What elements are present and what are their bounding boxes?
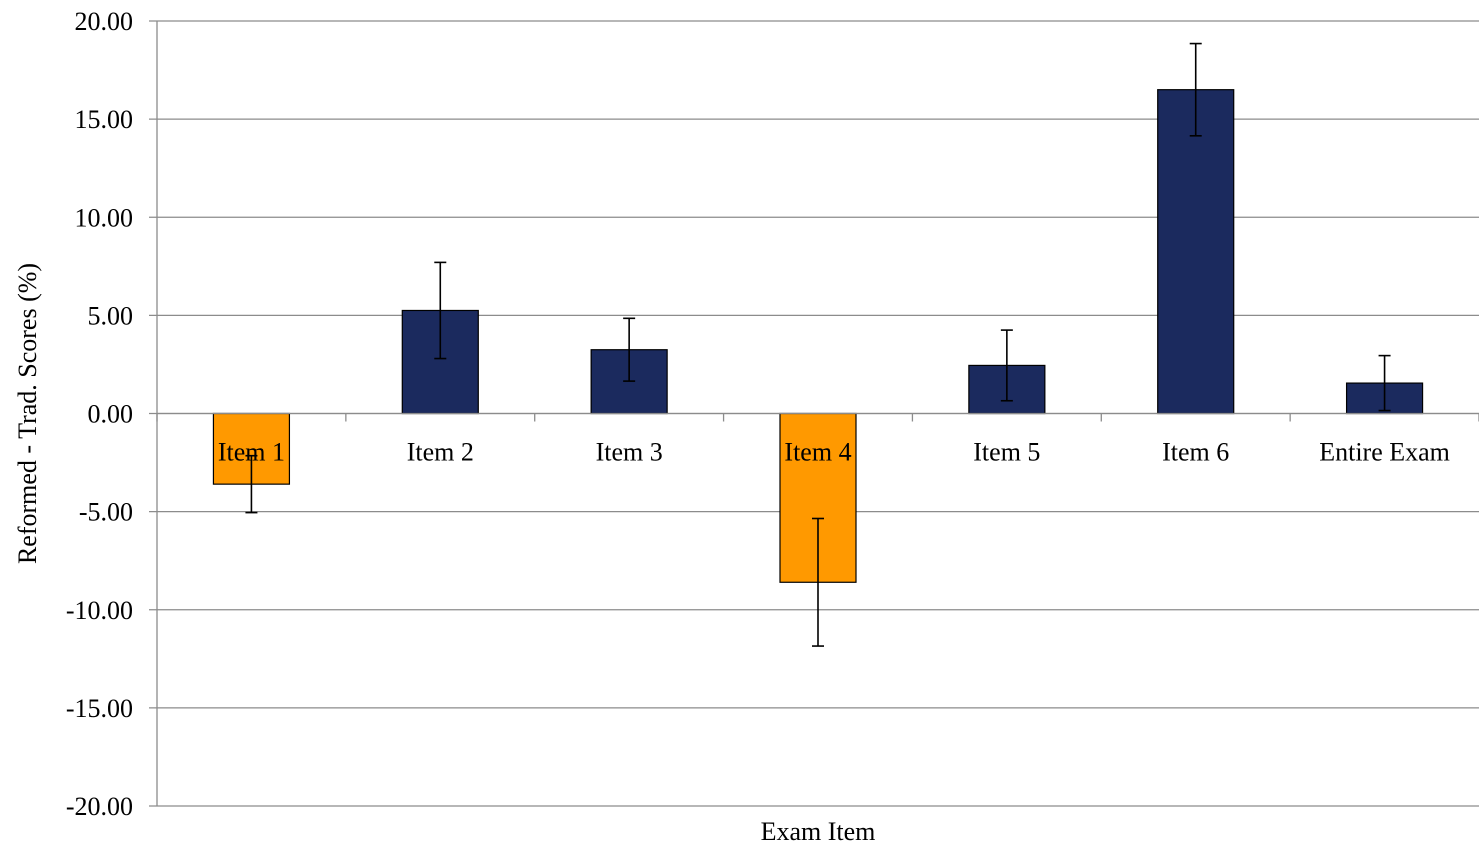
error-bar bbox=[623, 317, 636, 382]
category-labels: Item 1 Item 2 Item 3 Item 4 Item 5 Item 6 Enti… bbox=[218, 438, 1450, 467]
y-tick-label: 20.00 bbox=[75, 7, 134, 36]
bars bbox=[212, 89, 1424, 583]
category-label: Item 6 bbox=[1162, 438, 1229, 467]
error-bar bbox=[245, 454, 258, 514]
category-label: Item 4 bbox=[784, 438, 851, 467]
y-tick-label: 0.00 bbox=[88, 400, 134, 429]
y-tick-label: -10.00 bbox=[66, 596, 133, 625]
category-label: Entire Exam bbox=[1319, 438, 1450, 467]
y-tick-label: -5.00 bbox=[79, 498, 133, 527]
category-label: Item 1 bbox=[218, 438, 285, 467]
x-axis bbox=[156, 412, 1479, 422]
error-bar bbox=[812, 517, 824, 647]
y-tick-label: 10.00 bbox=[75, 203, 134, 232]
category-label: Item 5 bbox=[973, 438, 1040, 467]
category-label: Item 2 bbox=[407, 438, 474, 467]
x-axis-title: Exam Item bbox=[761, 817, 876, 846]
error-bars bbox=[245, 42, 1391, 647]
y-tick-label: -15.00 bbox=[66, 694, 133, 723]
y-axis-tick-labels: 20.00 15.00 10.00 5.00 0.00 -5.00 -10.00 -15.00… bbox=[66, 7, 133, 821]
error-bar bbox=[1378, 354, 1391, 412]
y-axis-title: Reformed - Trad. Scores (%) bbox=[13, 263, 42, 564]
y-tick-label: 15.00 bbox=[75, 105, 134, 134]
error-bar bbox=[434, 261, 447, 360]
error-bar bbox=[1189, 42, 1202, 137]
y-tick-label: 5.00 bbox=[88, 301, 134, 330]
bar bbox=[1157, 89, 1235, 415]
y-tick-label: -20.00 bbox=[66, 792, 133, 821]
error-bar bbox=[1000, 329, 1013, 402]
category-label: Item 3 bbox=[596, 438, 663, 467]
